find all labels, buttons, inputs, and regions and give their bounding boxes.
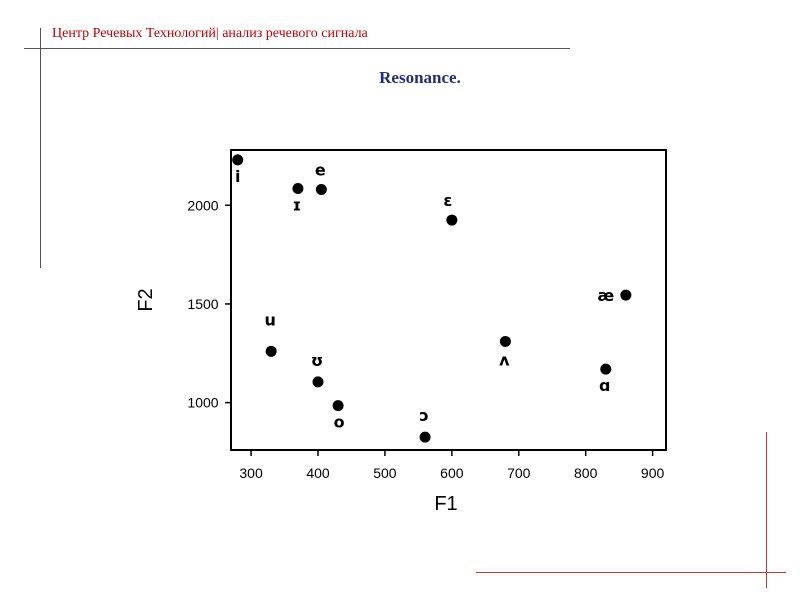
plot-frame — [230, 149, 667, 451]
vowel-point-0 — [232, 154, 244, 166]
vowel-label: ʌ — [499, 350, 510, 369]
x-tick-label: 400 — [306, 465, 330, 481]
vowel-label: i — [235, 167, 240, 186]
bottom-horizontal-rule — [476, 572, 786, 573]
x-tick-label: 800 — [574, 465, 598, 481]
vowel-label: æ — [597, 286, 614, 305]
top-horizontal-rule — [24, 48, 570, 49]
vowel-label: ɛ — [443, 191, 452, 210]
y-tick-label: 2000 — [187, 197, 218, 213]
vowel-label: u — [264, 310, 275, 329]
vowel-point-10 — [600, 363, 612, 375]
vowel-label: ɑ — [599, 376, 610, 395]
right-vertical-rule — [766, 432, 767, 588]
x-tick-label: 300 — [239, 465, 263, 481]
x-axis: 300 400 500 600 700 800 900 — [239, 450, 665, 481]
vowel-label: ʊ — [311, 351, 323, 370]
vowel-label: ɔ — [419, 406, 428, 425]
page-title: Resonance. — [379, 68, 461, 87]
x-tick-label: 500 — [373, 465, 397, 481]
y-axis: 1000 1500 2000 — [187, 197, 231, 411]
vowel-point-4 — [620, 289, 632, 301]
x-tick-label: 600 — [440, 465, 464, 481]
x-axis-label: F1 — [434, 493, 457, 515]
vowel-point-2 — [315, 183, 327, 195]
vowel-point-8 — [419, 431, 431, 443]
left-vertical-rule — [40, 28, 41, 268]
data-points: i ɪe ɛ æ u ʊ o ɔ ʌ ɑ — [232, 154, 632, 443]
vowel-label: ɪ — [293, 195, 302, 214]
vowel-label: o — [334, 413, 345, 432]
vowel-point-7 — [332, 400, 344, 412]
vowel-point-9 — [499, 335, 511, 347]
y-tick-label: 1500 — [187, 296, 218, 312]
y-tick-label: 1000 — [187, 395, 218, 411]
x-tick-label: 700 — [507, 465, 531, 481]
y-axis-label: F2 — [135, 288, 157, 311]
vowel-point-1 — [292, 182, 304, 194]
x-tick-label: 900 — [641, 465, 665, 481]
header-text: Центр Речевых Технологий| анализ речевог… — [52, 26, 368, 41]
vowel-point-5 — [265, 345, 277, 357]
vowel-label: e — [315, 160, 326, 179]
vowel-point-3 — [446, 214, 458, 226]
vowel-point-6 — [312, 376, 324, 388]
